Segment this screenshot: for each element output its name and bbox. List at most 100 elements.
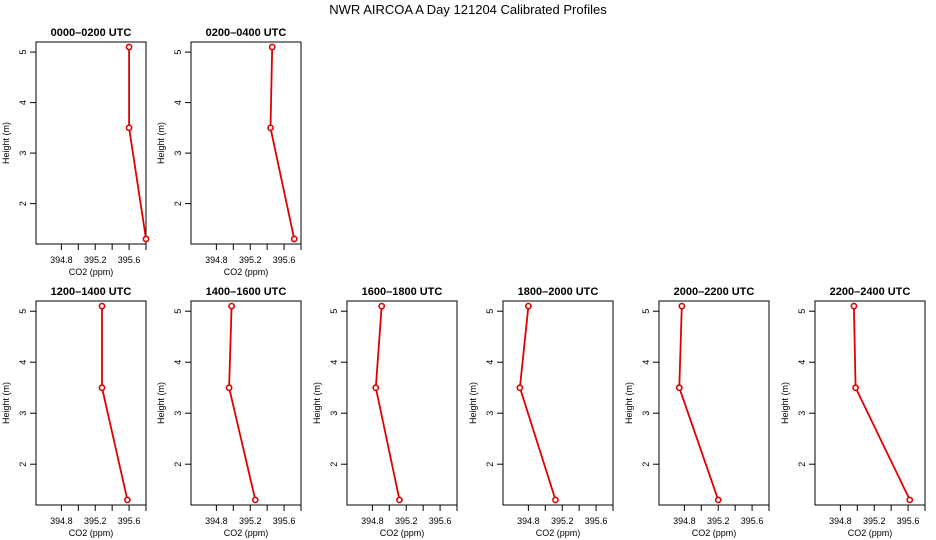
x-tick-label: 395.2 bbox=[239, 516, 262, 526]
chart-panel: 1200–1400 UTC 394.8 395.2 395.6 2 3 4 5 CO2 (ppm… bbox=[1, 286, 147, 538]
y-tick-label: 5 bbox=[329, 309, 339, 314]
y-tick-label: 3 bbox=[173, 411, 183, 416]
x-tick-label: 395.2 bbox=[84, 516, 107, 526]
data-point bbox=[516, 384, 524, 392]
data-point bbox=[850, 302, 858, 310]
x-axis-label: CO2 (ppm) bbox=[69, 267, 114, 277]
x-tick-label: 394.8 bbox=[50, 516, 73, 526]
x-axis-label: CO2 (ppm) bbox=[848, 528, 893, 538]
y-axis-label: Height (m) bbox=[624, 382, 634, 424]
chart-panel: 2000–2200 UTC 394.8 395.2 395.6 2 3 4 5 CO2 (ppm… bbox=[624, 286, 770, 538]
panel-title: 2200–2400 UTC bbox=[830, 286, 911, 298]
x-tick-label: 395.6 bbox=[585, 516, 608, 526]
y-tick-label: 3 bbox=[329, 411, 339, 416]
x-axis-label: CO2 (ppm) bbox=[224, 528, 269, 538]
plot-frame bbox=[658, 300, 770, 506]
data-point bbox=[396, 496, 403, 504]
y-tick-label: 2 bbox=[329, 462, 339, 467]
profile-line bbox=[101, 306, 129, 501]
profile-line bbox=[128, 47, 147, 240]
panel-title: 0000–0200 UTC bbox=[51, 27, 132, 39]
x-tick-label: 395.2 bbox=[84, 255, 107, 265]
y-tick-label: 3 bbox=[18, 411, 28, 416]
x-tick-label: 395.6 bbox=[897, 516, 920, 526]
x-axis-label: CO2 (ppm) bbox=[692, 528, 737, 538]
data-point bbox=[98, 384, 106, 392]
data-point bbox=[675, 384, 683, 392]
profile-line bbox=[678, 306, 720, 501]
chart-panel: 0000–0200 UTC 394.8 395.2 395.6 2 3 4 5 CO2 (ppm… bbox=[1, 27, 150, 277]
data-point bbox=[125, 43, 133, 51]
chart-panel: 0200–0400 UTC 394.8 395.2 395.6 2 3 4 5 CO2 (ppm… bbox=[156, 27, 302, 277]
chart-panel: 1800–2000 UTC 394.8 395.2 395.6 2 3 4 5 CO2 (ppm… bbox=[468, 286, 614, 538]
data-point bbox=[268, 43, 276, 51]
plot-frame bbox=[346, 300, 458, 506]
plot-frame bbox=[190, 300, 302, 506]
y-tick-label: 5 bbox=[173, 309, 183, 314]
x-tick-label: 395.6 bbox=[429, 516, 452, 526]
x-tick-label: 394.8 bbox=[673, 516, 696, 526]
panel-title: 1600–1800 UTC bbox=[362, 286, 443, 298]
x-tick-label: 395.6 bbox=[118, 516, 141, 526]
y-axis-label: Height (m) bbox=[156, 382, 166, 424]
panel-title: 2000–2200 UTC bbox=[674, 286, 755, 298]
data-point bbox=[123, 496, 131, 504]
data-point bbox=[267, 124, 274, 132]
data-point bbox=[225, 384, 233, 392]
x-tick-label: 395.6 bbox=[741, 516, 764, 526]
plot-frame bbox=[190, 41, 302, 245]
profile-line bbox=[853, 306, 911, 501]
plot-frame bbox=[35, 41, 147, 245]
x-tick-label: 395.6 bbox=[273, 516, 296, 526]
y-tick-label: 5 bbox=[641, 309, 651, 314]
profile-line bbox=[269, 47, 296, 240]
y-axis-label: Height (m) bbox=[1, 382, 11, 424]
y-tick-label: 3 bbox=[18, 151, 28, 156]
y-tick-label: 2 bbox=[18, 462, 28, 467]
y-tick-label: 5 bbox=[18, 309, 28, 314]
y-tick-label: 4 bbox=[797, 360, 807, 365]
profile-line bbox=[228, 306, 257, 501]
y-tick-label: 4 bbox=[329, 360, 339, 365]
data-point bbox=[378, 302, 386, 310]
y-tick-label: 2 bbox=[173, 201, 183, 206]
profile-line bbox=[518, 306, 557, 501]
y-tick-label: 5 bbox=[173, 50, 183, 55]
y-tick-label: 2 bbox=[641, 462, 651, 467]
y-tick-label: 5 bbox=[18, 50, 28, 55]
plot-frame bbox=[814, 300, 926, 506]
x-tick-label: 394.8 bbox=[517, 516, 540, 526]
data-point bbox=[228, 302, 236, 310]
x-tick-label: 395.2 bbox=[707, 516, 730, 526]
data-point bbox=[98, 302, 106, 310]
x-axis-label: CO2 (ppm) bbox=[69, 528, 114, 538]
data-point bbox=[714, 496, 722, 504]
y-tick-label: 5 bbox=[485, 309, 495, 314]
x-tick-label: 395.2 bbox=[395, 516, 418, 526]
data-point bbox=[552, 496, 559, 504]
plot-frame bbox=[35, 300, 147, 506]
figure-title: NWR AIRCOA A Day 121204 Calibrated Profi… bbox=[329, 2, 607, 17]
data-point bbox=[678, 302, 686, 310]
x-axis-label: CO2 (ppm) bbox=[224, 267, 269, 277]
x-tick-label: 395.2 bbox=[239, 255, 262, 265]
x-tick-label: 394.8 bbox=[361, 516, 384, 526]
x-tick-label: 394.8 bbox=[205, 255, 228, 265]
panel-title: 1400–1600 UTC bbox=[206, 286, 287, 298]
panel-title: 0200–0400 UTC bbox=[206, 27, 287, 39]
y-tick-label: 4 bbox=[485, 360, 495, 365]
y-tick-label: 4 bbox=[173, 100, 183, 105]
plot-frame bbox=[502, 300, 614, 506]
x-axis-label: CO2 (ppm) bbox=[536, 528, 581, 538]
panel-title: 1800–2000 UTC bbox=[518, 286, 599, 298]
x-axis-label: CO2 (ppm) bbox=[380, 528, 425, 538]
data-point bbox=[290, 235, 298, 243]
x-tick-label: 394.8 bbox=[829, 516, 852, 526]
y-axis-label: Height (m) bbox=[468, 382, 478, 424]
y-tick-label: 4 bbox=[641, 360, 651, 365]
data-point bbox=[852, 384, 860, 392]
y-tick-label: 4 bbox=[173, 360, 183, 365]
y-tick-label: 4 bbox=[18, 360, 28, 365]
y-tick-label: 2 bbox=[173, 462, 183, 467]
x-tick-label: 394.8 bbox=[205, 516, 228, 526]
